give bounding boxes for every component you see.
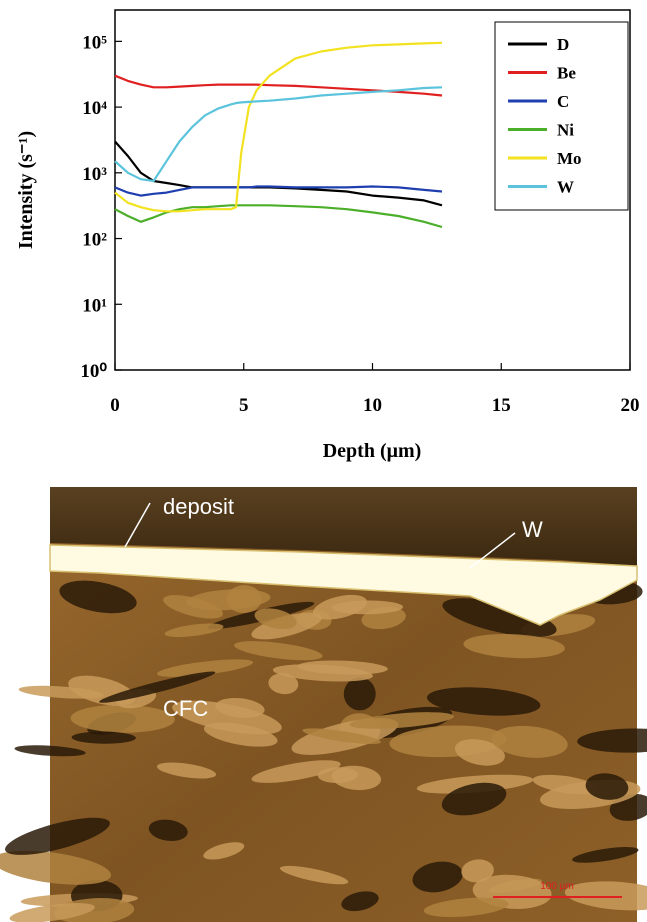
x-axis-label: Depth (μm) [323, 440, 422, 462]
fiber [426, 687, 541, 716]
fiber [564, 881, 647, 911]
y-tick-label: 10³ [82, 164, 107, 185]
w-label: W [522, 517, 543, 542]
fiber [272, 664, 373, 682]
fiber [251, 760, 341, 783]
fiber [9, 903, 95, 922]
fiber [463, 634, 565, 659]
fiber [268, 673, 299, 695]
fiber [577, 728, 647, 753]
y-tick-label: 10⁰ [80, 361, 107, 382]
fiber [254, 608, 297, 630]
fiber [442, 598, 557, 637]
x-tick-label: 10 [363, 395, 382, 416]
fiber [343, 677, 376, 711]
fiber [423, 897, 509, 918]
legend-label: W [557, 178, 574, 197]
series-line [114, 140, 443, 207]
fiber [234, 641, 323, 661]
fiber [341, 891, 379, 912]
x-tick-label: 20 [621, 395, 640, 416]
fiber [302, 728, 382, 745]
fiber [99, 671, 216, 703]
fiber [71, 731, 136, 744]
y-tick-label: 10⁵ [82, 32, 107, 53]
fiber [0, 850, 112, 885]
fiber [572, 847, 639, 863]
y-axis-label: Intensity (s⁻¹) [15, 131, 37, 249]
fiber [491, 725, 568, 758]
chart: Depth (μm) Intensity (s⁻¹) 10⁰ 10¹ 10² 10³ 1… [15, 9, 640, 462]
fiber [454, 739, 505, 766]
fiber [279, 865, 349, 885]
series-line [114, 74, 443, 97]
y-tick-label: 10¹ [82, 295, 107, 316]
legend-label: Ni [557, 121, 574, 140]
deposit-layer [49, 544, 638, 626]
fiber [156, 659, 254, 677]
legend-label: D [557, 35, 569, 54]
fiber [59, 580, 137, 614]
fiber [441, 782, 507, 816]
cfc-label: CFC [163, 696, 208, 721]
fiber [585, 773, 629, 800]
surface-region [50, 487, 637, 566]
fiber [331, 600, 404, 615]
x-tick-label: 15 [492, 395, 511, 416]
w-arrow [469, 532, 516, 569]
x-tick-label: 5 [239, 395, 249, 416]
legend-label: Mo [557, 149, 582, 168]
x-tick-label: 0 [110, 395, 120, 416]
fiber [5, 817, 110, 855]
fiber [14, 745, 86, 757]
fiber [461, 859, 494, 883]
legend-box [494, 21, 629, 211]
legend-label: C [557, 92, 569, 111]
fiber [172, 700, 282, 735]
fiber [203, 842, 245, 860]
fiber [331, 765, 381, 791]
fiber [70, 704, 175, 733]
deposit-label: deposit [163, 494, 234, 519]
fiber [164, 623, 224, 638]
y-tick-label: 10² [82, 230, 107, 251]
fiber [148, 819, 188, 841]
series-line [114, 185, 443, 197]
fiber [163, 595, 224, 619]
micrograph: deposit W CFC 100 μm [0, 487, 647, 922]
fiber [349, 712, 454, 729]
fibers [0, 580, 647, 922]
y-tick-label: 10⁴ [82, 98, 107, 119]
fiber [18, 685, 104, 699]
scale-bar-label: 100 μm [540, 881, 574, 892]
fiber [226, 585, 262, 613]
series-line [114, 41, 443, 213]
fiber [412, 861, 463, 893]
fiber [156, 762, 217, 779]
series-line [114, 204, 443, 229]
series-line [114, 86, 443, 183]
legend-label: Be [557, 64, 576, 83]
deposit-arrow [124, 502, 151, 548]
